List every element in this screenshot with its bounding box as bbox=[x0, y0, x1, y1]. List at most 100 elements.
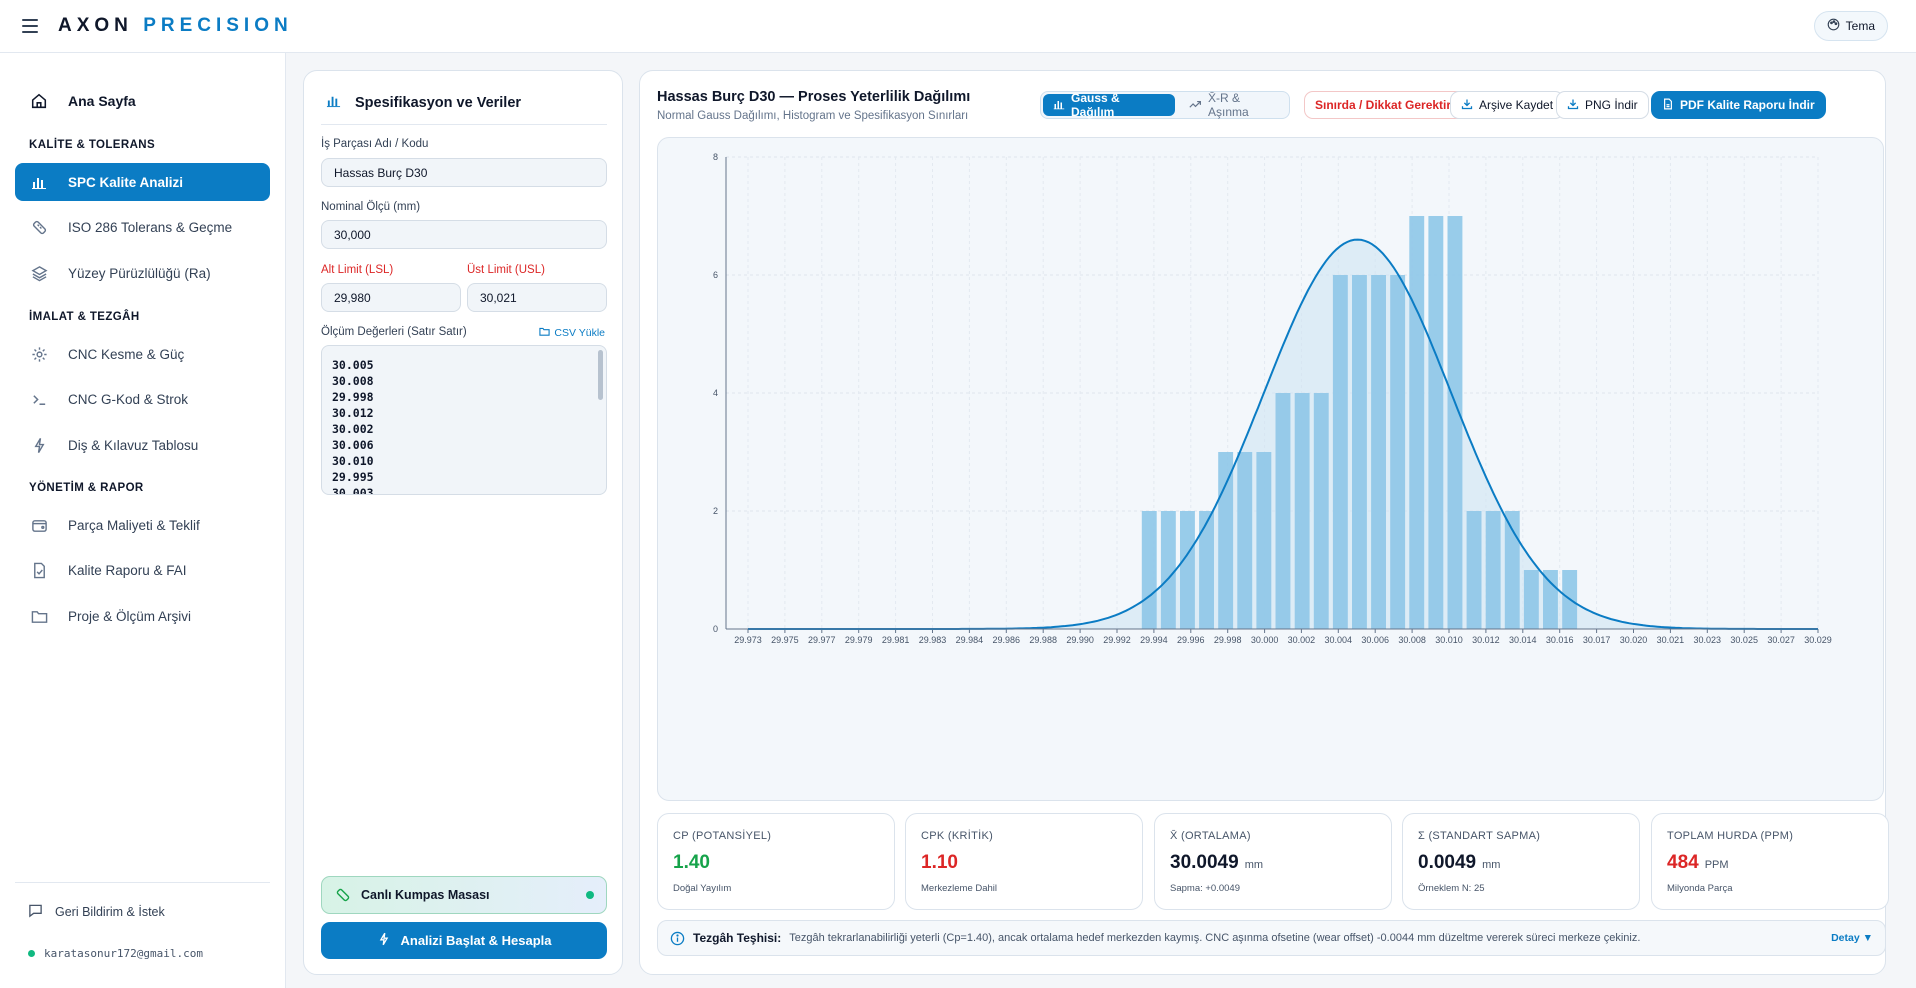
x-tick-label: 29.990 bbox=[1066, 635, 1094, 645]
chart-title: Hassas Burç D30 — Proses Yeterlilik Dağı… bbox=[657, 89, 971, 105]
histogram-bar bbox=[1313, 393, 1329, 629]
sidebar-item-cost[interactable]: Parça Maliyeti & Teklif bbox=[15, 506, 270, 544]
histogram-bar bbox=[1141, 511, 1157, 629]
kpi-unit: PPM bbox=[1704, 859, 1729, 871]
histogram-bar bbox=[1256, 452, 1272, 629]
x-tick-label: 29.983 bbox=[919, 635, 947, 645]
sidebar-item-home[interactable]: Ana Sayfa bbox=[15, 82, 270, 120]
sidebar-item-iso286[interactable]: ISO 286 Tolerans & Geçme bbox=[15, 208, 270, 246]
palette-icon bbox=[1827, 18, 1840, 34]
x-tick-label: 29.981 bbox=[882, 635, 910, 645]
sidebar-item-thread[interactable]: Diş & Kılavuz Tablosu bbox=[15, 426, 270, 464]
y-tick-label: 6 bbox=[713, 270, 718, 280]
x-tick-label: 29.977 bbox=[808, 635, 836, 645]
brand-logo[interactable]: AXON PRECISION bbox=[58, 15, 293, 36]
theme-button[interactable]: Tema bbox=[1813, 11, 1888, 41]
y-tick-label: 2 bbox=[713, 506, 718, 516]
terminal-icon bbox=[28, 388, 50, 410]
tab-xr[interactable]: X̄-R & Aşınma bbox=[1179, 91, 1289, 119]
histogram-bar bbox=[1352, 275, 1367, 629]
histogram-bar bbox=[1485, 511, 1501, 629]
x-tick-label: 30.025 bbox=[1730, 635, 1758, 645]
kpi-cpk: CPK (KRİTİK) 1.10 Merkezleme Dahil bbox=[905, 813, 1143, 910]
sidebar-item-roughness[interactable]: Yüzey Pürüzlülüğü (Ra) bbox=[15, 254, 270, 292]
x-tick-label: 29.998 bbox=[1214, 635, 1242, 645]
kpi-unit: mm bbox=[1244, 859, 1264, 871]
online-status-dot bbox=[28, 950, 35, 957]
usl-input[interactable]: 30,021 bbox=[467, 283, 607, 312]
x-tick-label: 30.023 bbox=[1694, 635, 1722, 645]
file-check-icon bbox=[28, 559, 50, 581]
sidebar-item-gcode[interactable]: CNC G-Kod & Strok bbox=[15, 380, 270, 418]
x-tick-label: 30.012 bbox=[1472, 635, 1500, 645]
x-tick-label: 30.010 bbox=[1435, 635, 1463, 645]
histogram-bar bbox=[1428, 216, 1444, 629]
machine-diagnosis: Tezgâh Teşhisi: Tezgâh tekrarlanabilirli… bbox=[657, 920, 1886, 956]
tab-gauss[interactable]: Gauss & Dağılım bbox=[1043, 91, 1175, 119]
feedback-link[interactable]: Geri Bildirim & İstek bbox=[28, 903, 165, 921]
x-tick-label: 29.986 bbox=[993, 635, 1021, 645]
kpi-std: Σ (STANDART SAPMA) 0.0049 mm Örneklem N: … bbox=[1402, 813, 1640, 910]
x-tick-label: 29.979 bbox=[845, 635, 873, 645]
histogram-bar bbox=[1447, 216, 1463, 629]
archive-save-button[interactable]: Arşive Kaydet bbox=[1450, 91, 1565, 119]
histogram-bar bbox=[1237, 452, 1253, 629]
sidebar-item-cnc-cutting[interactable]: CNC Kesme & Güç bbox=[15, 335, 270, 373]
csv-upload-button[interactable]: CSV Yükle bbox=[539, 326, 605, 340]
png-download-button[interactable]: PNG İndir bbox=[1556, 91, 1649, 119]
x-tick-label: 30.000 bbox=[1251, 635, 1279, 645]
divider bbox=[321, 124, 607, 125]
details-toggle[interactable]: Detay ▼ bbox=[1831, 932, 1873, 944]
distribution-chart-svg: 0 2 4 6 8 29.973 29.975 29.977 29.979 29.981 29.98… bbox=[713, 152, 1832, 645]
live-caliper-button[interactable]: Canlı Kumpas Masası bbox=[321, 876, 607, 914]
download-icon bbox=[1567, 98, 1579, 113]
nominal-input[interactable]: 30,000 bbox=[321, 220, 607, 249]
measurements-textarea[interactable]: 30.005 30.008 29.998 30.012 30.002 30.00… bbox=[321, 345, 607, 495]
histogram-bar bbox=[1409, 216, 1425, 629]
histogram-bar bbox=[1160, 511, 1176, 629]
diagnosis-text: Tezgâh tekrarlanabilirliği yeterli (Cp=1… bbox=[789, 932, 1641, 944]
gear-icon bbox=[28, 343, 50, 365]
menu-icon[interactable] bbox=[22, 17, 38, 35]
x-tick-label: 30.008 bbox=[1398, 635, 1426, 645]
pdf-report-button[interactable]: PDF Kalite Raporu İndir bbox=[1651, 91, 1826, 119]
kpi-ppm: TOPLAM HURDA (PPM) 484 PPM Milyonda Parça bbox=[1651, 813, 1889, 910]
chat-icon bbox=[28, 903, 43, 921]
run-analysis-button[interactable]: Analizi Başlat & Hesapla bbox=[321, 922, 607, 959]
kpi-mean: X̄ (ORTALAMA) 30.0049 mm Sapma: +0.0049 bbox=[1154, 813, 1392, 910]
section-label-quality: KALİTE & TOLERANS bbox=[29, 139, 156, 151]
x-tick-label: 30.014 bbox=[1509, 635, 1537, 645]
y-tick-label: 8 bbox=[713, 152, 718, 162]
sidebar-item-spc[interactable]: SPC Kalite Analizi bbox=[15, 163, 270, 201]
histogram-bar bbox=[1371, 275, 1386, 629]
bar-chart-icon bbox=[1053, 98, 1065, 113]
x-tick-label: 30.020 bbox=[1620, 635, 1648, 645]
kpi-value: 1.10 bbox=[921, 852, 958, 873]
trend-icon bbox=[1189, 98, 1202, 113]
textarea-scrollbar[interactable] bbox=[598, 350, 603, 400]
part-name-input[interactable]: Hassas Burç D30 bbox=[321, 158, 607, 187]
info-icon bbox=[670, 931, 685, 946]
lsl-input[interactable]: 29,980 bbox=[321, 283, 461, 312]
usl-label: Üst Limit (USL) bbox=[467, 264, 545, 276]
chart-panel: Hassas Burç D30 — Proses Yeterlilik Dağı… bbox=[639, 70, 1889, 975]
histogram-bar bbox=[1294, 393, 1310, 629]
caliper-status-dot bbox=[586, 891, 594, 899]
ruler-icon bbox=[28, 216, 50, 238]
file-icon bbox=[1662, 98, 1674, 113]
folder-icon bbox=[539, 326, 551, 340]
distribution-chart: 0 2 4 6 8 29.973 29.975 29.977 29.979 29.981 29.98… bbox=[657, 137, 1884, 801]
status-badge: Sınırda / Dikkat Gerektirir bbox=[1304, 91, 1471, 119]
x-tick-label: 30.006 bbox=[1361, 635, 1389, 645]
user-account[interactable]: karatasonur172@gmail.com bbox=[28, 947, 203, 960]
histogram-bar bbox=[1275, 393, 1291, 629]
histogram-bar bbox=[1523, 570, 1539, 629]
ruler-icon bbox=[335, 887, 351, 903]
kpi-unit: mm bbox=[1482, 859, 1501, 871]
x-tick-label: 29.994 bbox=[1140, 635, 1168, 645]
sidebar-item-archive[interactable]: Proje & Ölçüm Arşivi bbox=[15, 597, 270, 635]
bolt-icon bbox=[28, 434, 50, 456]
sidebar: Ana Sayfa KALİTE & TOLERANS SPC Kalite A… bbox=[0, 53, 286, 988]
kpi-value: 484 bbox=[1667, 852, 1699, 873]
sidebar-item-report[interactable]: Kalite Raporu & FAI bbox=[15, 551, 270, 589]
